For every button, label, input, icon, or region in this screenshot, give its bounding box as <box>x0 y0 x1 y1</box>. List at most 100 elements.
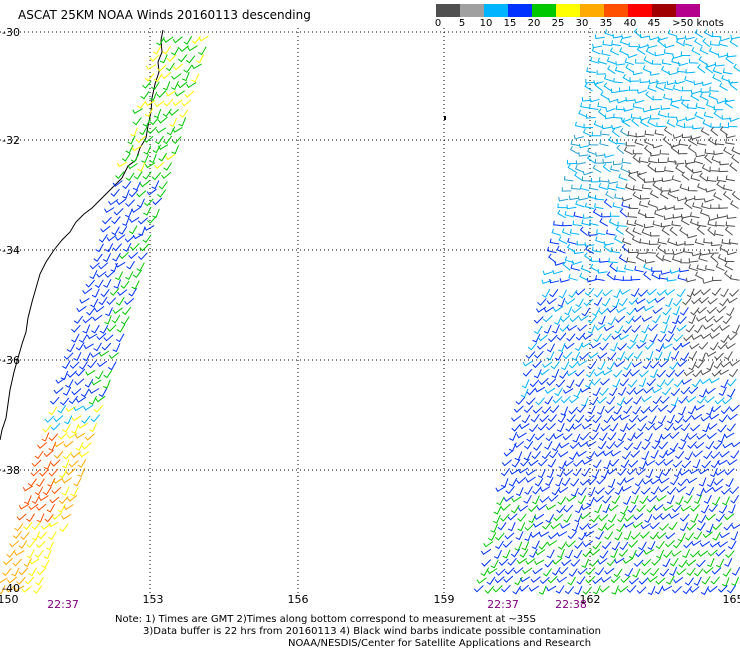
wind-barb <box>585 78 595 84</box>
wind-barb <box>103 379 111 389</box>
wind-barb <box>531 451 541 460</box>
wind-barb <box>112 243 122 252</box>
wind-barb <box>672 424 683 431</box>
wind-barb <box>521 379 530 389</box>
wind-barb <box>587 477 598 485</box>
wind-barb <box>692 124 702 130</box>
wind-barb <box>30 468 41 477</box>
wind-barb <box>727 297 738 304</box>
wind-barb <box>607 478 616 488</box>
wind-barb <box>652 314 661 324</box>
wind-barb <box>602 369 613 376</box>
wind-barb <box>634 478 644 487</box>
wind-barb <box>662 505 674 512</box>
wind-barb <box>172 99 183 107</box>
wind-barb <box>603 460 611 470</box>
wind-barb <box>694 37 703 47</box>
wind-barb <box>556 531 568 537</box>
wind-barb <box>586 67 596 73</box>
wind-barb <box>558 451 569 458</box>
wind-barb <box>606 441 616 450</box>
wind-barb <box>9 540 20 548</box>
wind-barb <box>597 268 608 274</box>
wind-barb <box>51 486 62 495</box>
legend-swatch <box>604 4 628 17</box>
wind-barb <box>694 442 705 449</box>
wind-barb <box>563 469 574 477</box>
wind-barb <box>569 396 580 404</box>
wind-barb <box>638 43 649 49</box>
wind-barb <box>704 396 715 404</box>
wind-barb <box>524 523 535 531</box>
wind-barb <box>75 368 86 377</box>
note-line-3: NOAA/NESDIS/Center for Satellite Applica… <box>288 638 592 649</box>
wind-barb <box>130 127 138 137</box>
wind-barb <box>73 315 84 324</box>
wind-barb <box>671 586 682 594</box>
wind-barb <box>722 397 733 405</box>
wind-barb <box>651 267 661 272</box>
wind-barb <box>641 441 651 451</box>
wind-barb <box>106 324 117 332</box>
wind-barb <box>100 289 110 298</box>
wind-barb <box>683 122 694 128</box>
wind-barb <box>645 91 654 101</box>
wind-barb <box>95 395 106 403</box>
wind-barb <box>717 459 728 466</box>
wind-barb <box>693 531 703 540</box>
wind-barb <box>90 298 99 308</box>
wind-barb <box>579 522 590 531</box>
wind-barb <box>586 369 595 378</box>
wind-barb <box>691 334 702 341</box>
wind-barb <box>699 540 711 547</box>
wind-barb <box>711 241 721 247</box>
wind-barb <box>132 108 143 114</box>
wind-barb <box>563 513 572 523</box>
wind-barb <box>586 154 596 164</box>
wind-barb <box>723 270 732 280</box>
wind-barb <box>661 387 672 396</box>
wind-barb <box>595 531 604 540</box>
wind-barb <box>644 259 655 264</box>
wind-barb <box>128 189 139 198</box>
wind-barb <box>722 577 730 587</box>
wind-barb <box>662 307 672 316</box>
wind-barb <box>500 513 510 522</box>
wind-barb <box>534 433 545 441</box>
wind-barb <box>541 279 552 285</box>
wind-barb <box>58 432 68 440</box>
wind-barb <box>633 441 642 450</box>
wind-barb <box>694 29 704 38</box>
wind-barb <box>71 324 81 333</box>
wind-barb <box>696 139 707 146</box>
wind-barb <box>722 190 732 201</box>
wind-barb <box>704 64 714 74</box>
longitude-label: 150 <box>0 593 19 606</box>
wind-barb <box>714 139 725 146</box>
wind-barb <box>63 440 74 448</box>
wind-barb <box>514 541 523 551</box>
wind-barb <box>571 351 581 361</box>
wind-barb <box>528 504 538 513</box>
wind-barb <box>668 521 678 531</box>
wind-barb <box>729 38 739 48</box>
wind-barb <box>675 38 685 47</box>
wind-barb <box>124 208 133 218</box>
wind-barb <box>592 307 601 317</box>
wind-barb <box>729 404 740 412</box>
wind-barb <box>502 549 511 559</box>
wind-barb <box>705 513 716 521</box>
wind-barb <box>511 459 521 468</box>
wind-barb <box>69 361 80 369</box>
wind-barb <box>582 549 592 558</box>
wind-barb <box>533 521 544 528</box>
wind-barb <box>618 173 628 181</box>
wind-barb <box>728 504 736 514</box>
wind-barb <box>578 531 587 541</box>
wind-barb <box>103 334 114 342</box>
wind-barb <box>660 432 671 440</box>
wind-barb <box>629 369 640 377</box>
wind-barb <box>123 242 132 252</box>
wind-barb <box>632 70 643 76</box>
wind-barb <box>48 441 57 451</box>
